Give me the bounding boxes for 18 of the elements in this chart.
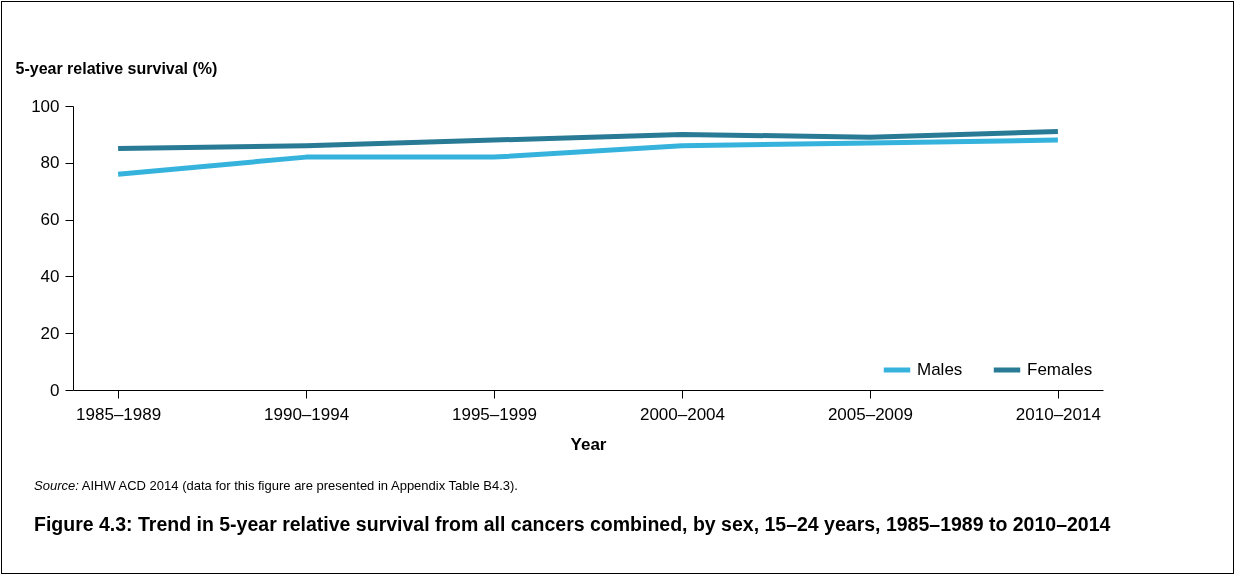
y-tick-label: 100: [31, 96, 60, 116]
x-tick-label: 2010–2014: [1015, 404, 1101, 424]
source-note: Source: AIHW ACD 2014 (data for this figure are presented in Appendix Table B4.3).: [34, 478, 518, 493]
y-tick-label: 40: [40, 266, 60, 286]
x-tick-label: 2000–2004: [639, 404, 726, 424]
text: Figure 4.3: Trend in 5-year relative survival from all cancers combined, by sex, 15–24 years, 1985–1989 to 2010–2014: [34, 512, 1112, 536]
legend-label: Females: [1027, 360, 1093, 379]
y-axis-title: 5-year relative survival (%): [15, 59, 218, 77]
y-tick-label: 20: [40, 323, 60, 343]
y-tick-label: 80: [40, 153, 60, 173]
x-tick-label: 1985–1989: [76, 404, 162, 424]
legend-label: Males: [917, 360, 963, 379]
y-tick-label: 0: [50, 380, 60, 400]
x-tick-label: 2005–2009: [827, 404, 913, 424]
x-tick-label: 1995–1999: [451, 404, 538, 424]
x-tick-label: 1990–1994: [264, 404, 350, 424]
y-tick-label: 60: [40, 210, 60, 230]
x-axis-title: Year: [570, 434, 607, 454]
